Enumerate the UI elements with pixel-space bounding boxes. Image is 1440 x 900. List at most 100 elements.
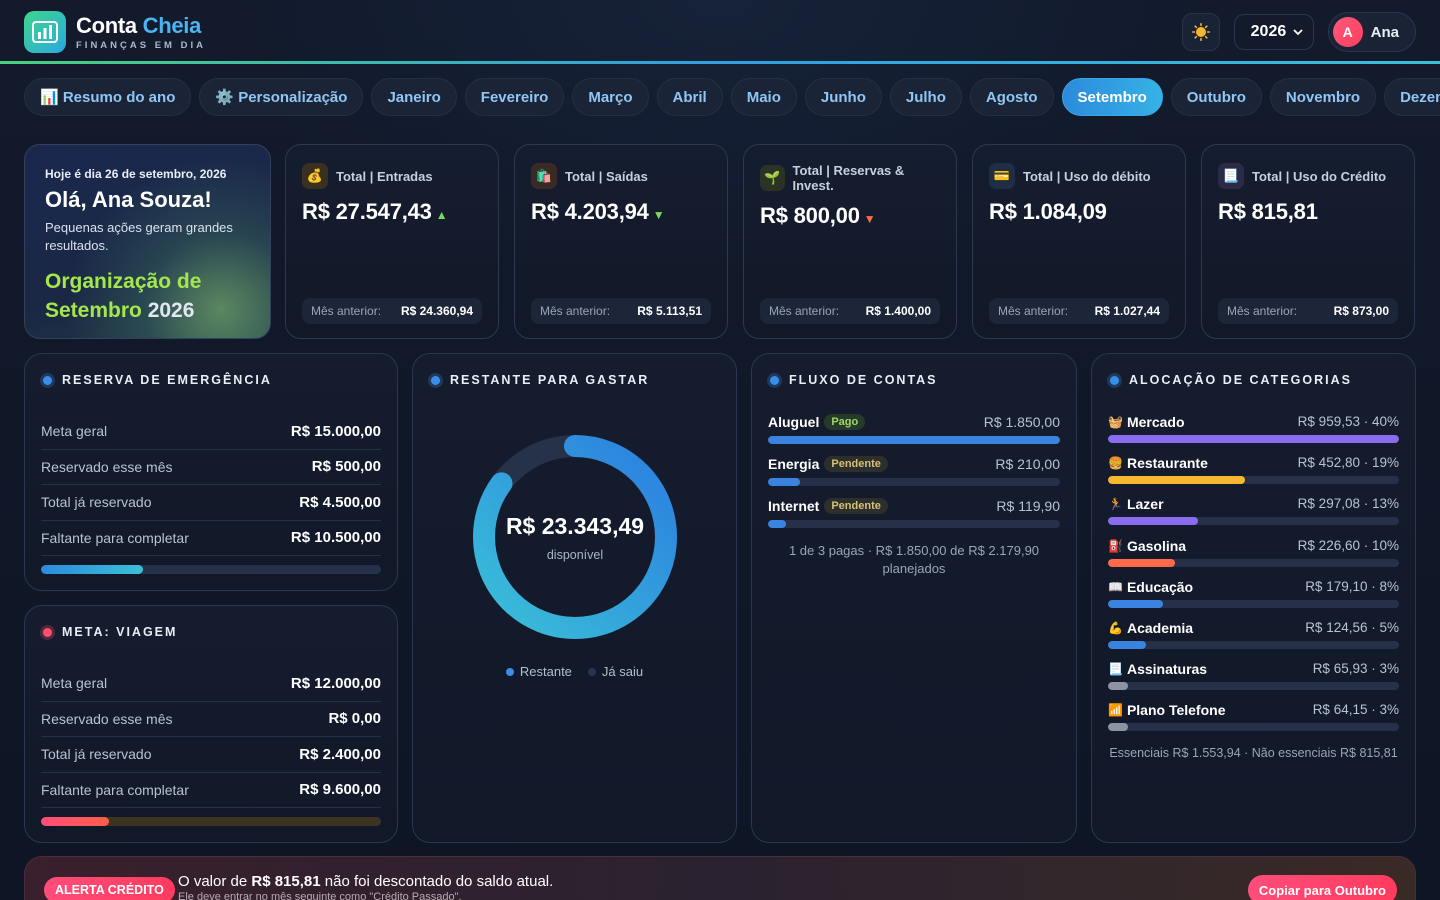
category-item[interactable]: 📃 Assinaturas R$ 65,93 · 3% [1108,661,1399,691]
category-amount: R$ 226,60 · 10% [1297,537,1399,553]
tab-2[interactable]: Janeiro [371,78,457,116]
stat-row: Meta geral R$ 15.000,00 [41,414,381,450]
tab-13[interactable]: Dezembro [1384,78,1440,116]
stat-label: Faltante para completar [41,529,189,546]
tab-12[interactable]: Novembro [1269,78,1377,116]
bill-item[interactable]: Internet Pendente R$ 119,90 [768,498,1060,528]
app-header: Conta Cheia FINANÇAS EM DIA 2026 [0,0,1440,64]
bill-amount: R$ 1.850,00 [983,414,1060,430]
year-value: 2026 [1250,23,1287,40]
stat-label: Total já reservado [41,746,152,763]
category-amount: R$ 65,93 · 3% [1312,661,1399,677]
bill-item[interactable]: Aluguel Pago R$ 1.850,00 [768,414,1060,444]
stat-value: R$ 0,00 [328,710,381,728]
category-name: Mercado [1126,414,1185,430]
dot-icon [770,375,779,385]
summary-card-3: 💳 Total | Uso do débito R$ 1.084,09 Mês ant… [972,144,1186,339]
remaining-title: RESTANTE PARA GASTAR [450,373,650,387]
bill-item[interactable]: Energia Pendente R$ 210,00 [768,456,1060,486]
card-icon: 🛍️ [531,163,557,189]
alert-badge: ALERTA CRÉDITO [44,877,175,900]
tab-7[interactable]: Junho [804,78,882,116]
bill-name: Aluguel [768,414,820,430]
travel-goal-panel: META: VIAGEM Meta geral R$ 12.000,00 Reser… [24,605,398,843]
previous-month-value: R$ 5.113,51 [637,304,702,318]
category-bar-fill [1108,682,1129,691]
bill-progress-fill [768,478,801,486]
category-item[interactable]: 🍔 Restaurante R$ 452,80 · 19% [1108,455,1399,485]
stat-value: R$ 12.000,00 [290,674,381,692]
summary-card-value: R$ 27.547,43 [302,199,432,224]
bill-name: Internet [768,498,820,514]
dot-icon [1110,375,1119,385]
category-item[interactable]: 💪 Academia R$ 124,56 · 5% [1108,620,1399,649]
category-item[interactable]: 📖 Educação R$ 179,10 · 8% [1108,579,1399,608]
previous-month: Mês anterior: R$ 1.027,44 [989,298,1169,324]
category-bar-fill [1108,517,1199,526]
bill-status-badge: Pendente [824,498,888,514]
previous-month-value: R$ 1.027,44 [1094,304,1160,318]
previous-month: Mês anterior: R$ 873,00 [1218,298,1398,324]
alert-text: O valor de R$ 815,81 não foi descontado … [178,873,553,890]
emergency-reserve-panel: RESERVA DE EMERGÊNCIA Meta geral R$ 15.00… [24,353,398,591]
card-icon: 💰 [302,163,328,189]
category-item[interactable]: 🏃 Lazer R$ 297,08 · 13% [1108,496,1399,526]
theme-toggle-button[interactable] [1181,13,1220,51]
user-menu[interactable]: A Ana [1327,12,1416,52]
stat-label: Faltante para completar [41,781,189,798]
summary-card-1: 🛍️ Total | Saídas R$ 4.203,94 ▼ Mês anterior… [514,144,728,339]
category-bar-fill [1108,435,1399,443]
tab-0[interactable]: 📊 Resumo do ano [24,78,192,116]
legend-dot-icon [505,667,514,676]
tab-3[interactable]: Fevereiro [464,78,565,116]
copy-to-next-month-button[interactable]: Copiar para Outubro [1247,875,1397,900]
bill-name: Energia [768,456,820,472]
org-line1: Organização de [45,270,202,293]
categories-title: ALOCAÇÃO DE CATEGORIAS [1129,373,1352,387]
category-amount: R$ 64,15 · 3% [1312,702,1399,718]
category-name: Plano Telefone [1126,702,1226,719]
tab-1[interactable]: ⚙️ Personalização [199,78,364,116]
category-item[interactable]: 🧺 Mercado R$ 959,53 · 40% [1108,414,1399,443]
remaining-donut: R$ 23.343,49 disponível [473,435,677,639]
summary-card-label-row: 💳 Total | Uso do débito [989,163,1169,189]
legend-spent-label: Já saiu [601,664,644,679]
remaining-panel: RESTANTE PARA GASTAR R$ 23.343,49 dispon… [412,353,737,843]
tab-9[interactable]: Agosto [969,78,1054,116]
credit-alert: ALERTA CRÉDITO O valor de R$ 815,81 não … [24,856,1416,900]
app-tagline: FINANÇAS EM DIA [76,40,206,51]
tab-11[interactable]: Outubro [1170,78,1262,116]
emergency-title-wrap: RESERVA DE EMERGÊNCIA [43,373,272,387]
trend-arrow-icon: ▼ [863,212,876,226]
category-amount: R$ 297,08 · 13% [1297,496,1399,512]
summary-card-0: 💰 Total | Entradas R$ 27.547,43 ▲ Mês anteri… [285,144,499,339]
year-select[interactable]: 2026 [1233,14,1314,50]
alert-amount: R$ 815,81 [251,873,321,890]
stat-label: Reservado esse mês [41,710,173,727]
category-bar [1108,599,1399,608]
emergency-progress-fill [41,565,143,574]
tab-8[interactable]: Julho [889,78,962,116]
app-name: Conta Cheia [76,13,206,39]
previous-month-label: Mês anterior: [769,304,840,318]
category-bar [1108,435,1399,443]
flow-title: FLUXO DE CONTAS [789,373,938,387]
logo-icon[interactable] [24,11,66,53]
summary-card-value-row: R$ 4.203,94 ▼ [531,199,711,225]
dot-icon [43,627,52,637]
tab-5[interactable]: Abril [656,78,723,116]
tab-10[interactable]: Setembro [1061,78,1163,116]
tab-6[interactable]: Maio [730,78,797,116]
bill-amount: R$ 210,00 [995,456,1060,472]
category-item[interactable]: 📶 Plano Telefone R$ 64,15 · 3% [1108,702,1399,732]
category-item[interactable]: ⛽ Gasolina R$ 226,60 · 10% [1108,538,1399,567]
summary-card-label: Total | Reservas & Invest. [792,163,905,193]
summary-card-label: Total | Saídas [565,168,648,184]
category-bar-fill [1108,476,1245,485]
dot-icon [43,375,52,385]
bill-status-badge: Pendente [824,456,888,472]
category-bar [1108,723,1399,732]
summary-card-label: Total | Entradas [336,168,433,184]
previous-month-label: Mês anterior: [540,304,611,318]
tab-4[interactable]: Março [572,78,649,116]
